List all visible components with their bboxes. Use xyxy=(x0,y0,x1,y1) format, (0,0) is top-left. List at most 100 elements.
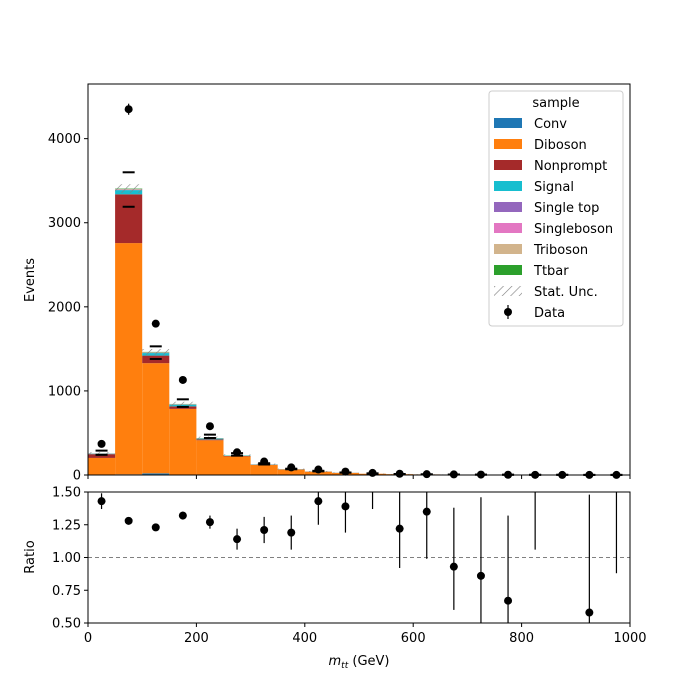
stacked-histogram xyxy=(88,188,630,475)
stat-unc-bin xyxy=(88,452,116,455)
data-point xyxy=(205,422,214,431)
x-tick-label: 600 xyxy=(401,631,426,646)
legend-swatch-signal xyxy=(494,181,522,191)
ratio-point xyxy=(314,497,323,506)
legend-swatch-single-top xyxy=(494,202,522,212)
stat-unc-bin xyxy=(142,349,170,355)
x-tick-label: 400 xyxy=(292,631,317,646)
legend-label: Data xyxy=(534,306,565,321)
ratio-point xyxy=(449,562,458,571)
data-point xyxy=(341,467,350,476)
bar-conv xyxy=(142,473,170,475)
legend-label: Diboson xyxy=(534,138,587,153)
bar-diboson xyxy=(88,457,116,475)
ratio-y-tick-label: 1.50 xyxy=(52,486,81,501)
ratio-point xyxy=(178,511,187,520)
legend: sample Conv Diboson Nonprompt Signal Single … xyxy=(488,90,624,327)
ratio-point xyxy=(205,518,214,527)
y-tick-label: 0 xyxy=(73,469,81,484)
y-tick-label: 3000 xyxy=(48,216,81,231)
x-tick-label: 0 xyxy=(84,631,92,646)
legend-data-marker xyxy=(504,308,512,316)
ratio-y-tick-label: 0.50 xyxy=(52,617,81,632)
legend-label: Single top xyxy=(534,201,599,216)
data-point xyxy=(124,105,133,114)
ratio-point xyxy=(585,608,594,617)
ratio-point xyxy=(233,535,242,544)
legend-swatch-diboson xyxy=(494,139,522,149)
legend-label: Signal xyxy=(534,180,574,195)
data-point xyxy=(178,375,187,384)
ratio-y-tick-label: 1.25 xyxy=(52,518,81,533)
x-tick-label: 1000 xyxy=(613,631,646,646)
data-point xyxy=(151,319,160,328)
stat-unc-bin xyxy=(115,184,143,194)
legend-label: Triboson xyxy=(533,243,588,258)
ratio-point xyxy=(395,524,404,533)
ratio-x-ticks: 0 200 400 600 800 1000 xyxy=(84,623,647,646)
legend-label: Stat. Unc. xyxy=(534,285,598,300)
bar-nonprompt xyxy=(196,439,224,441)
data-point xyxy=(97,439,106,448)
ratio-point xyxy=(476,571,485,580)
data-point xyxy=(314,465,323,474)
ratio-y-tick-label: 1.00 xyxy=(52,551,81,566)
ratio-point xyxy=(504,596,513,605)
stat-unc-bin xyxy=(169,401,197,407)
legend-swatch-stat-unc xyxy=(494,286,522,296)
legend-swatch-triboson xyxy=(494,244,522,254)
ratio-panel: 0.50 0.75 1.00 1.25 1.50 0 200 400 600 800 1000 R… xyxy=(23,486,647,672)
ratio-point xyxy=(124,516,133,525)
legend-swatch-singleboson xyxy=(494,223,522,233)
bar-diboson xyxy=(223,456,251,475)
data-point xyxy=(233,448,242,457)
data-point xyxy=(260,457,269,466)
data-point xyxy=(368,468,377,477)
legend-label: Ttbar xyxy=(533,264,569,279)
legend-swatch-ttbar xyxy=(494,265,522,275)
legend-title: sample xyxy=(532,96,579,111)
x-tick-label: 800 xyxy=(509,631,534,646)
legend-swatch-conv xyxy=(494,118,522,128)
bar-diboson xyxy=(142,363,170,474)
ratio-point xyxy=(260,525,269,534)
legend-label: Singleboson xyxy=(534,222,613,237)
main-frame xyxy=(87,83,631,476)
ratio-point xyxy=(422,507,431,516)
legend-items: Conv Diboson Nonprompt Signal Single top Sing… xyxy=(494,117,613,321)
ratio-points xyxy=(97,497,594,617)
legend-swatch-nonprompt xyxy=(494,160,522,170)
ratio-frame xyxy=(87,491,631,624)
main-x-ticks xyxy=(87,475,631,479)
y-tick-label: 2000 xyxy=(48,300,81,315)
main-y-ticks: 0 1000 2000 3000 4000 xyxy=(48,132,88,484)
data-point xyxy=(287,463,296,472)
legend-label: Conv xyxy=(534,117,567,132)
ratio-point xyxy=(287,528,296,537)
data-point xyxy=(449,470,458,479)
bar-nonprompt xyxy=(88,454,116,458)
ratio-point xyxy=(97,497,106,506)
ratio-y-tick-label: 0.75 xyxy=(52,584,81,599)
data-point xyxy=(422,470,431,479)
bar-diboson xyxy=(277,469,305,475)
ratio-y-axis-label: Ratio xyxy=(23,540,38,573)
ratio-point xyxy=(341,502,350,511)
bar-diboson xyxy=(115,243,143,475)
y-tick-label: 4000 xyxy=(48,132,81,147)
y-axis-label: Events xyxy=(23,258,38,302)
bar-diboson xyxy=(169,408,197,475)
legend-frame xyxy=(488,90,624,327)
data-point xyxy=(395,469,404,478)
legend-label: Nonprompt xyxy=(534,159,607,174)
y-tick-label: 1000 xyxy=(48,384,81,399)
ratio-point xyxy=(151,523,160,532)
main-panel: 0 1000 2000 3000 4000 Events sample Conv Dibo… xyxy=(23,83,631,484)
bar-diboson xyxy=(250,464,278,475)
ratio-y-ticks: 0.50 0.75 1.00 1.25 1.50 xyxy=(52,486,88,632)
bar-nonprompt xyxy=(115,194,143,244)
x-axis-label: mtt (GeV) xyxy=(329,654,390,671)
bar-diboson xyxy=(196,440,224,475)
x-tick-label: 200 xyxy=(184,631,209,646)
